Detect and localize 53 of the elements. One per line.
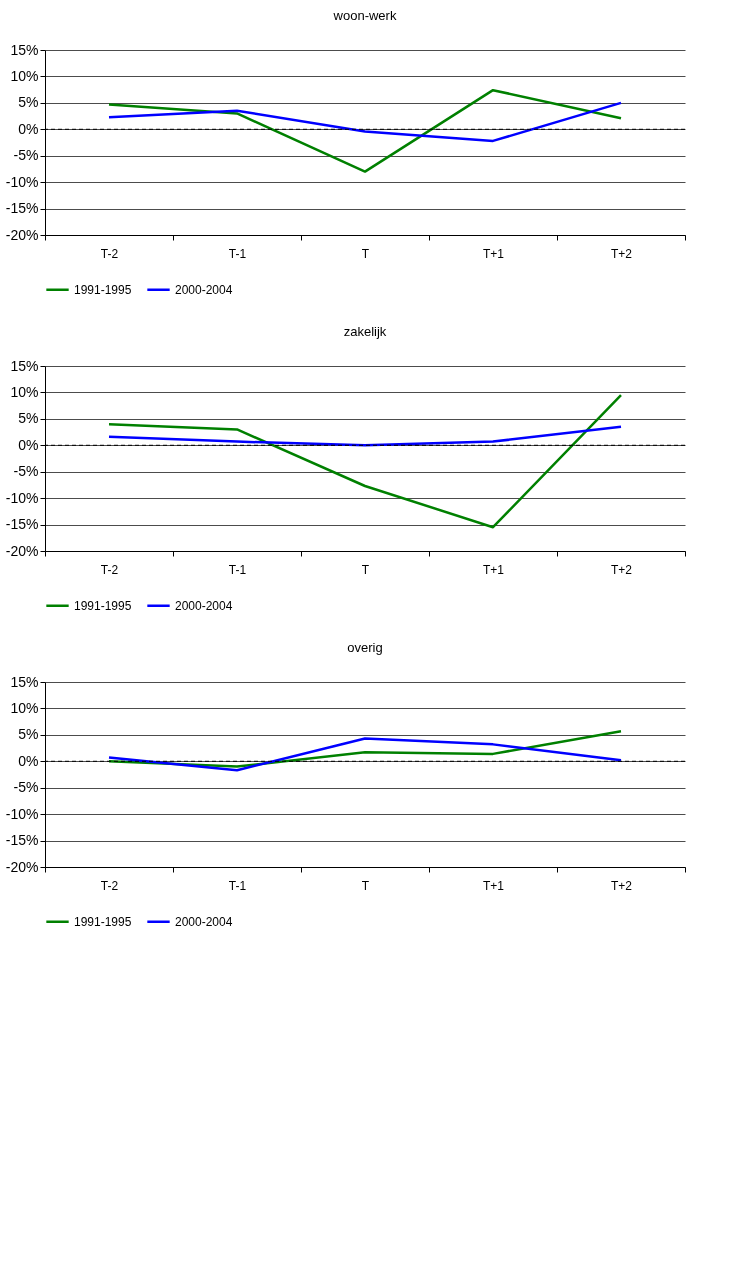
y-tick-label: -15% — [5, 832, 39, 849]
y-tick-label: 10% — [10, 699, 39, 716]
y-tick-label: -10% — [5, 805, 39, 822]
legend-label: 2000-2004 — [175, 282, 233, 297]
y-tick-label: -5% — [13, 463, 39, 480]
y-tick-label: -10% — [5, 489, 39, 506]
y-tick-label: -10% — [5, 173, 39, 190]
x-tick-label: T — [361, 246, 370, 261]
x-tick-label: T — [361, 878, 370, 893]
x-tick-label: T-1 — [228, 246, 247, 261]
y-tick-label: 5% — [18, 94, 39, 111]
x-tick-label: T+1 — [482, 562, 505, 577]
line-series — [107, 101, 623, 143]
y-tick-label: 15% — [10, 673, 39, 690]
legend-label: 2000-2004 — [175, 914, 233, 929]
y-tick-label: -5% — [13, 779, 39, 796]
x-tick-label: T+2 — [610, 878, 633, 893]
y-tick-label: 10% — [10, 383, 39, 400]
y-tick-label: -5% — [13, 147, 39, 164]
y-tick-label: -15% — [5, 200, 39, 217]
y-tick-label: 0% — [18, 436, 39, 453]
line-series — [107, 88, 623, 173]
y-tick-label: 0% — [18, 120, 39, 137]
x-tick-label: T-2 — [100, 878, 119, 893]
x-tick-label: T+2 — [610, 246, 633, 261]
y-tick-label: -20% — [5, 858, 39, 875]
legend-label: 1991-1995 — [74, 914, 132, 929]
legend-label: 1991-1995 — [74, 598, 132, 613]
chart-title: zakelijk — [343, 324, 387, 339]
x-tick-label: T+1 — [482, 246, 505, 261]
y-tick-label: 0% — [18, 752, 39, 769]
line-series — [107, 737, 623, 772]
chart-title: woon-werk — [332, 8, 397, 23]
y-tick-label: -20% — [5, 226, 39, 243]
y-tick-label: 5% — [18, 726, 39, 743]
x-tick-label: T-2 — [100, 246, 119, 261]
x-tick-label: T-2 — [100, 562, 119, 577]
y-tick-label: 10% — [10, 67, 39, 84]
y-tick-label: 15% — [10, 357, 39, 374]
x-tick-label: T+2 — [610, 562, 633, 577]
line-series — [107, 425, 623, 447]
x-tick-label: T — [361, 562, 370, 577]
y-tick-label: -20% — [5, 542, 39, 559]
legend-label: 1991-1995 — [74, 282, 132, 297]
x-tick-label: T+1 — [482, 878, 505, 893]
y-tick-label: -15% — [5, 516, 39, 533]
y-tick-label: 5% — [18, 410, 39, 427]
y-tick-label: 15% — [10, 41, 39, 58]
line-series — [107, 393, 623, 529]
legend-label: 2000-2004 — [175, 598, 233, 613]
x-tick-label: T-1 — [228, 878, 247, 893]
x-tick-label: T-1 — [228, 562, 247, 577]
chart-title: overig — [347, 640, 383, 655]
